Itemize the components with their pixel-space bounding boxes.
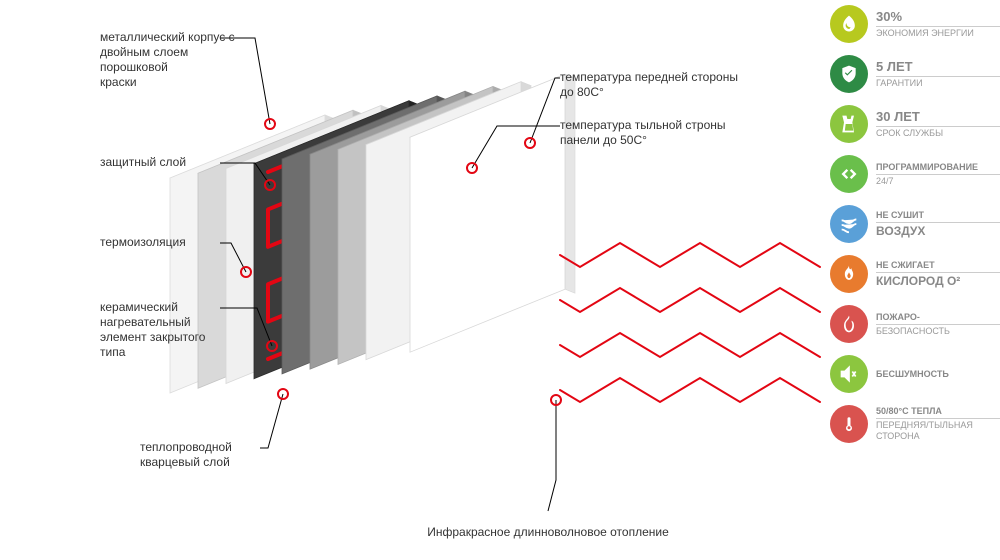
feature-code: ПРОГРАММИРОВАНИЕ24/7 (830, 155, 1000, 193)
clock-icon (830, 105, 868, 143)
callout-c4: керамическийнагревательныйэлемент закрыт… (100, 300, 250, 360)
feature-text: НЕ СЖИГАЕТКИСЛОРОД О² (876, 260, 1000, 288)
feature-text: 30%экономия энергии (876, 9, 1000, 38)
feature-text: ПОЖАРО-БЕЗОПАСНОСТЬ (876, 312, 1000, 337)
callout-c3: термоизоляция (100, 235, 250, 250)
fire-icon (830, 305, 868, 343)
callout-c8: Инфракрасное длинноволновое отопление (408, 525, 688, 540)
callout-c2: защитный слой (100, 155, 250, 170)
features-sidebar: 30%экономия энергии 5 ЛЕТГАРАНТИИ 30 ЛЕТСР… (830, 5, 1000, 443)
callout-c6: температура передней стороныдо 80С° (560, 70, 780, 100)
leaf-icon (830, 5, 868, 43)
mute-icon (830, 355, 868, 393)
feature-clock: 30 ЛЕТСРОК СЛУЖБЫ (830, 105, 1000, 143)
feature-wind: НЕ СУШИТВОЗДУХ (830, 205, 1000, 243)
feature-text: 50/80°С ТЕПЛАпередняя/тыльная сторона (876, 406, 1000, 441)
thermo-icon (830, 405, 868, 443)
feature-flame: НЕ СЖИГАЕТКИСЛОРОД О² (830, 255, 1000, 293)
flame-icon (830, 255, 868, 293)
feature-mute: БЕСШУМНОСТЬ (830, 355, 1000, 393)
callout-c1: металлический корпус сдвойным слоем поро… (100, 30, 250, 90)
feature-text: БЕСШУМНОСТЬ (876, 369, 1000, 380)
feature-leaf: 30%экономия энергии (830, 5, 1000, 43)
code-icon (830, 155, 868, 193)
feature-text: 5 ЛЕТГАРАНТИИ (876, 59, 1000, 88)
callout-c7: температура тыльной строныпанели до 50С° (560, 118, 780, 148)
shield-icon (830, 55, 868, 93)
feature-shield: 5 ЛЕТГАРАНТИИ (830, 55, 1000, 93)
wind-icon (830, 205, 868, 243)
feature-fire: ПОЖАРО-БЕЗОПАСНОСТЬ (830, 305, 1000, 343)
feature-text: ПРОГРАММИРОВАНИЕ24/7 (876, 162, 1000, 187)
callout-c5: теплопроводнойкварцевый слой (140, 440, 290, 470)
feature-text: НЕ СУШИТВОЗДУХ (876, 210, 1000, 238)
feature-thermo: 50/80°С ТЕПЛАпередняя/тыльная сторона (830, 405, 1000, 443)
feature-text: 30 ЛЕТСРОК СЛУЖБЫ (876, 109, 1000, 138)
